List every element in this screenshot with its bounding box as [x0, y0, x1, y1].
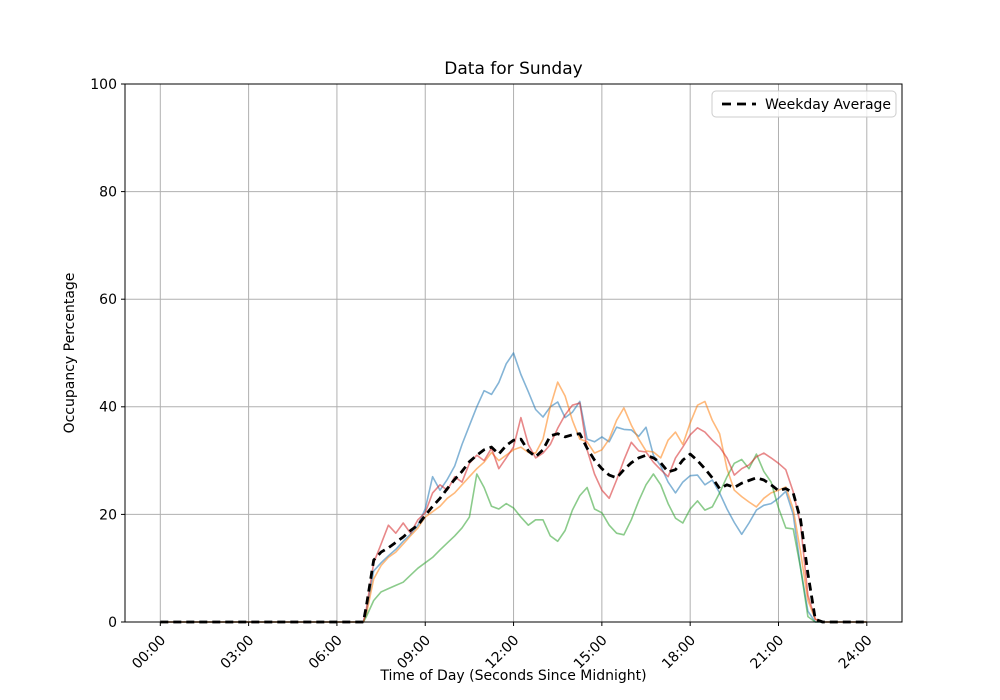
- y-tick-label-80: 80: [99, 185, 117, 201]
- y-tick-label-60: 60: [99, 292, 117, 308]
- x-tick-label-15:00: 15:00: [571, 633, 611, 673]
- legend-label: Weekday Average: [765, 97, 891, 113]
- series-line-sunday-sample-orange: [160, 381, 867, 623]
- x-tick-label-12:00: 12:00: [483, 633, 523, 673]
- x-tick-label-21:00: 21:00: [747, 633, 787, 673]
- chart-title: Data for Sunday: [444, 59, 583, 79]
- series-line-sunday-sample-blue: [160, 352, 867, 623]
- x-tick-label-18:00: 18:00: [659, 633, 699, 673]
- y-tick-label-100: 100: [90, 77, 117, 93]
- series-line-sunday-sample-red: [160, 402, 867, 623]
- x-axis-label: Time of Day (Seconds Since Midnight): [380, 668, 647, 684]
- x-tick-label-09:00: 09:00: [394, 633, 434, 673]
- y-axis-label: Occupancy Percentage: [62, 272, 78, 434]
- x-tick-label-06:00: 06:00: [306, 633, 346, 673]
- y-tick-label-0: 0: [108, 615, 117, 631]
- x-tick-label-03:00: 03:00: [218, 633, 258, 673]
- y-tick-label-20: 20: [99, 507, 117, 523]
- series-line-weekday-average: [160, 432, 867, 624]
- x-tick-label-00:00: 00:00: [129, 633, 169, 673]
- x-tick-label-24:00: 24:00: [836, 633, 876, 673]
- y-tick-label-40: 40: [99, 400, 117, 416]
- legend-box: [711, 90, 897, 118]
